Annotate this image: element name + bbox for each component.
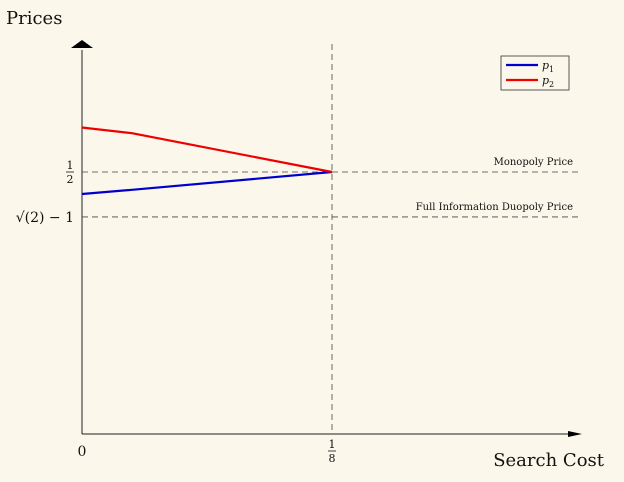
x-tick-numerator: 1: [329, 438, 336, 451]
reference-line-label: Full Information Duopoly Price: [416, 202, 573, 213]
x-tick-denominator: 8: [329, 452, 336, 465]
series-line-p2: [81, 126, 333, 174]
y-tick-label: √(2) − 1: [16, 210, 74, 226]
legend-box: [500, 55, 570, 91]
x-axis-title: Search Cost: [493, 450, 605, 471]
legend-label-p2: p2: [542, 74, 554, 89]
x-tick-label: 0: [78, 444, 87, 460]
x-axis-arrow: [568, 431, 582, 437]
y-tick-denominator: 2: [67, 173, 74, 186]
axes: [71, 40, 582, 437]
y-axis-title: Prices: [6, 8, 62, 29]
legend-label-p1: p1: [542, 59, 554, 74]
y-tick-numerator: 1: [67, 159, 74, 172]
y-axis-arrow: [71, 40, 93, 48]
reference-lines: Monopoly Price Full Information Duopoly P…: [82, 44, 580, 434]
reference-line-label: Monopoly Price: [494, 157, 573, 168]
series-lines: [81, 126, 333, 196]
series-line-p1: [81, 170, 333, 196]
